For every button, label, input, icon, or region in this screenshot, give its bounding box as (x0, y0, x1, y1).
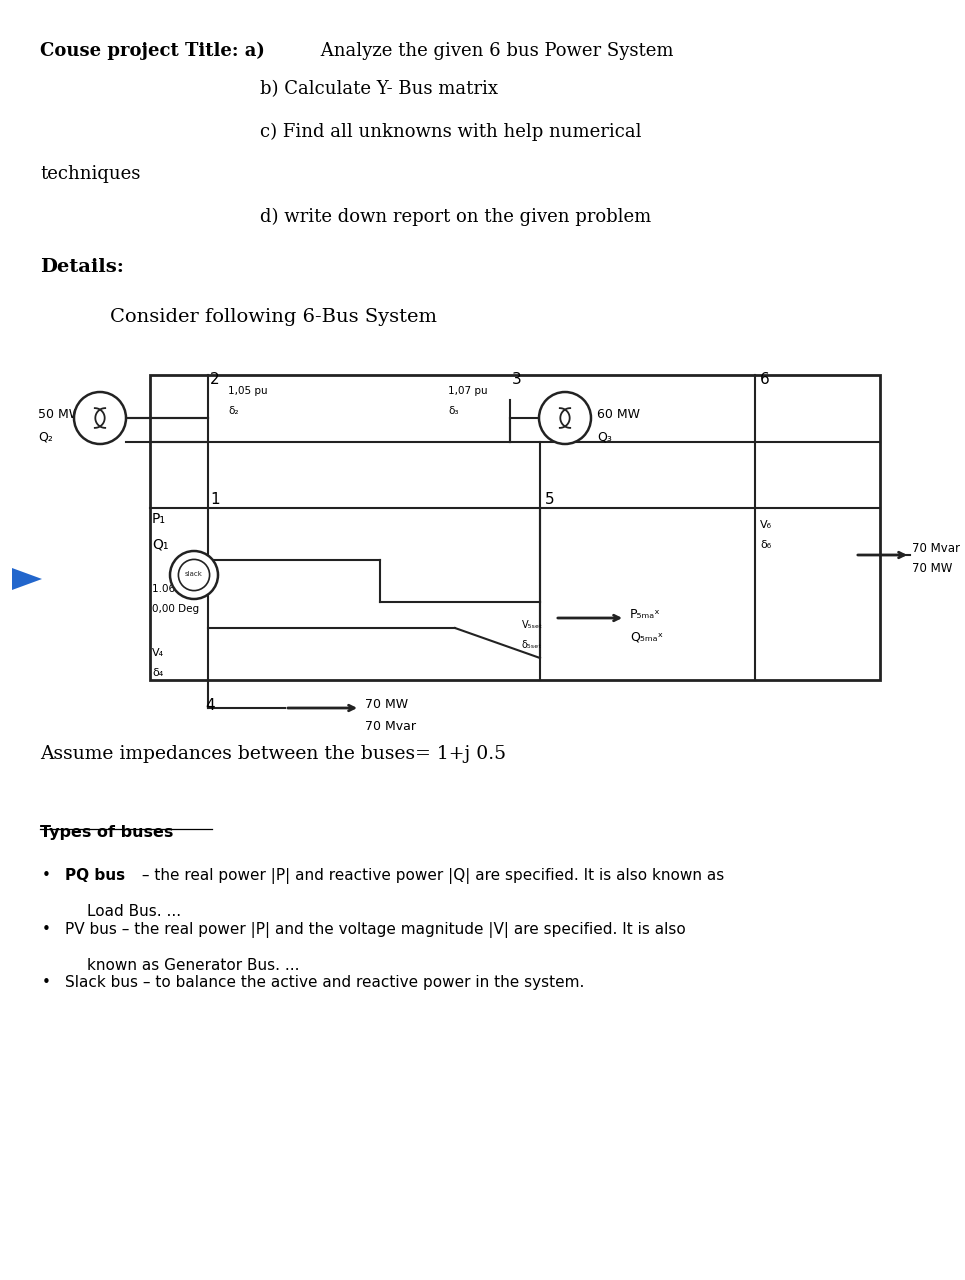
Text: Analyze the given 6 bus Power System: Analyze the given 6 bus Power System (315, 42, 674, 60)
Polygon shape (12, 568, 42, 590)
Text: Couse project Title: a): Couse project Title: a) (40, 42, 264, 60)
Text: 70 Mvar: 70 Mvar (912, 541, 960, 556)
Text: c) Find all unknowns with help numerical: c) Find all unknowns with help numerical (260, 123, 642, 141)
Text: Consider following 6-Bus System: Consider following 6-Bus System (110, 308, 437, 326)
Circle shape (74, 392, 126, 444)
Text: 0,00 Deg: 0,00 Deg (152, 604, 199, 614)
Circle shape (539, 392, 591, 444)
Text: Q₅ₘₐˣ: Q₅ₘₐˣ (630, 630, 663, 643)
Text: δ₅ₛₑₜ: δ₅ₛₑₜ (522, 640, 542, 650)
Text: •: • (42, 922, 51, 937)
Text: Q₁: Q₁ (152, 538, 169, 552)
Text: Q₂: Q₂ (38, 430, 53, 443)
Text: 1.06 pu: 1.06 pu (152, 584, 192, 594)
Text: PQ bus: PQ bus (65, 868, 125, 883)
Text: δ₆: δ₆ (760, 540, 771, 550)
Text: Assume impedances between the buses= 1+j 0.5: Assume impedances between the buses= 1+j… (40, 745, 506, 763)
Text: 1,07 pu: 1,07 pu (448, 387, 487, 396)
Text: V₆: V₆ (760, 520, 772, 530)
Text: •: • (42, 975, 51, 989)
Text: Slack bus – to balance the active and reactive power in the system.: Slack bus – to balance the active and re… (65, 975, 585, 989)
Text: 5: 5 (545, 492, 555, 507)
Text: P₁: P₁ (152, 512, 166, 526)
Text: δ₂: δ₂ (228, 406, 238, 416)
Text: •: • (42, 868, 51, 883)
Text: V₄: V₄ (152, 648, 164, 658)
Text: b) Calculate Y- Bus matrix: b) Calculate Y- Bus matrix (260, 79, 498, 99)
Text: δ₃: δ₃ (448, 406, 458, 416)
Text: Types of buses: Types of buses (40, 826, 174, 840)
Text: PV bus – the real power |P| and the voltage magnitude |V| are specified. It is a: PV bus – the real power |P| and the volt… (65, 922, 686, 938)
Text: 70 MW: 70 MW (912, 562, 952, 575)
Text: 1,05 pu: 1,05 pu (228, 387, 267, 396)
Text: 70 Mvar: 70 Mvar (365, 719, 416, 733)
Text: Q₃: Q₃ (597, 430, 612, 443)
Text: 50 MW: 50 MW (38, 408, 81, 421)
Text: Load Bus. ...: Load Bus. ... (87, 904, 181, 919)
Circle shape (170, 550, 218, 599)
Text: – the real power |P| and reactive power |Q| are specified. It is also known as: – the real power |P| and reactive power … (137, 868, 725, 884)
Text: 70 MW: 70 MW (365, 698, 408, 710)
Text: 2: 2 (210, 372, 220, 387)
Text: slack: slack (185, 571, 203, 577)
Text: 4: 4 (205, 698, 214, 713)
Text: 1: 1 (210, 492, 220, 507)
Bar (150, 375, 880, 680)
Text: 60 MW: 60 MW (597, 408, 640, 421)
Text: 3: 3 (512, 372, 522, 387)
Text: Details:: Details: (40, 259, 124, 276)
Text: 6: 6 (760, 372, 770, 387)
Text: δ₄: δ₄ (152, 668, 163, 678)
Text: d) write down report on the given problem: d) write down report on the given proble… (260, 207, 651, 227)
Text: techniques: techniques (40, 165, 140, 183)
Text: known as Generator Bus. ...: known as Generator Bus. ... (87, 957, 299, 973)
Text: P₅ₘₐˣ: P₅ₘₐˣ (630, 608, 661, 621)
Text: V₅ₛₑₜ: V₅ₛₑₜ (522, 620, 543, 630)
